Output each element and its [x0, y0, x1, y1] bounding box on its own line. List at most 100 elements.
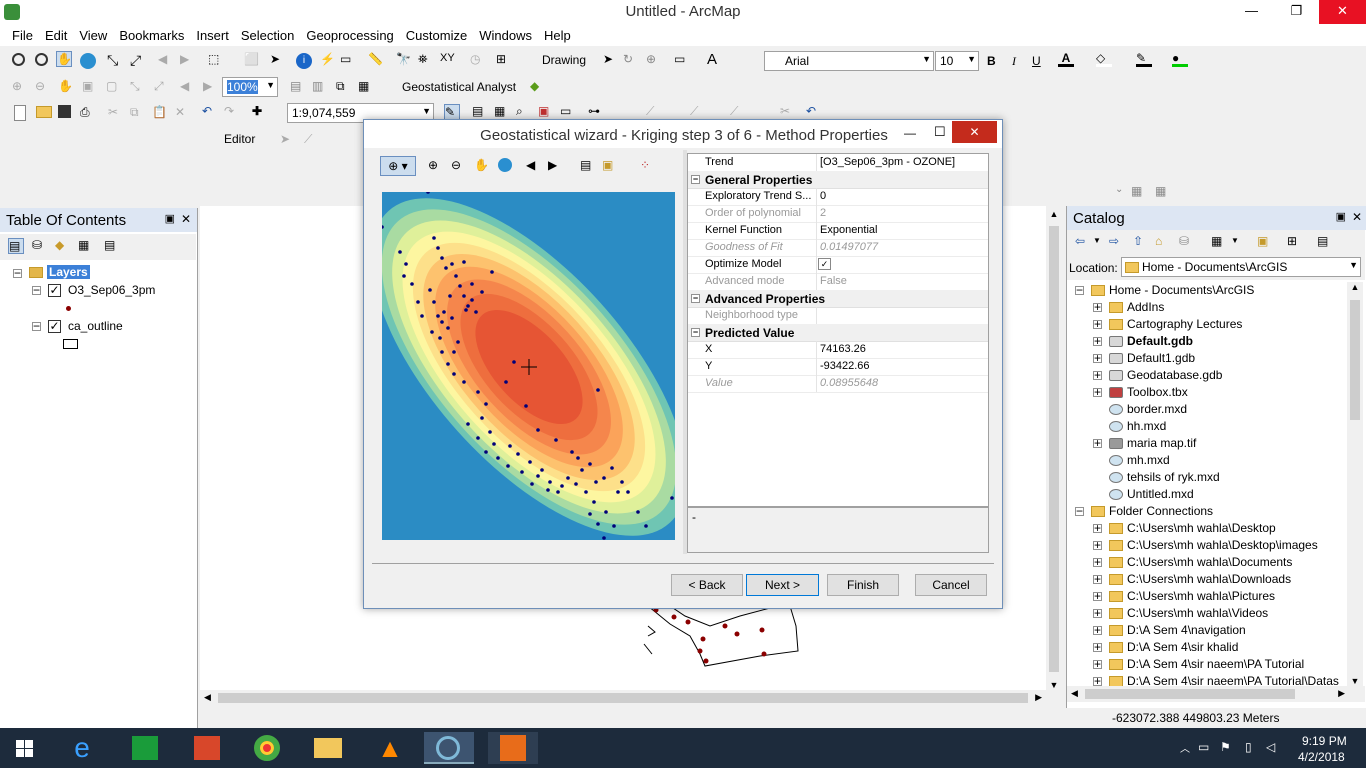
- property-value[interactable]: -93422.66: [820, 360, 870, 372]
- undo-icon[interactable]: ↶: [202, 104, 213, 118]
- layer-collapse-icon[interactable]: −: [32, 283, 41, 297]
- preview-zoom-in-icon[interactable]: ⊕: [428, 158, 439, 172]
- catalog-tree-item[interactable]: Folder Connections: [1109, 504, 1214, 518]
- scroll-right-icon[interactable]: ▶: [1338, 688, 1345, 698]
- catalog-tree-item[interactable]: D:\A Sem 4\sir naeem\PA Tutorial: [1127, 657, 1305, 671]
- select-elements-icon[interactable]: ➤: [270, 52, 281, 66]
- menu-windows[interactable]: Windows: [479, 27, 532, 43]
- goto-xy-icon[interactable]: XY: [440, 52, 455, 64]
- toc-close-icon[interactable]: ✕: [180, 212, 191, 226]
- select-element-icon[interactable]: ➤: [603, 52, 614, 66]
- layer-collapse-icon[interactable]: −: [32, 319, 41, 333]
- scroll-thumb[interactable]: [1085, 689, 1295, 699]
- pdf-icon[interactable]: [488, 732, 538, 764]
- crosshair-tool-icon[interactable]: ⊕ ▾: [380, 156, 416, 176]
- scroll-down-icon[interactable]: ▼: [1049, 680, 1059, 690]
- property-value[interactable]: Exponential: [820, 224, 878, 236]
- category-collapse-icon[interactable]: −: [691, 293, 700, 303]
- layout-zoom-in-icon[interactable]: ⊕: [12, 79, 23, 93]
- toggle-draft-icon[interactable]: ▤: [290, 79, 302, 93]
- category-collapse-icon[interactable]: −: [691, 327, 700, 337]
- clear-selection-icon[interactable]: ⬜: [244, 52, 259, 66]
- editor-toolbar-icon[interactable]: ✎: [444, 104, 460, 120]
- rotate-icon[interactable]: ↻: [623, 52, 634, 66]
- tree-expand-icon[interactable]: +: [1093, 623, 1102, 637]
- explorer-icon[interactable]: [308, 732, 348, 764]
- catalog-tree-item[interactable]: AddIns: [1127, 300, 1165, 314]
- add-data-icon[interactable]: ✚: [252, 104, 263, 118]
- list-by-drawing-order-icon[interactable]: ▤: [8, 238, 24, 254]
- menu-selection[interactable]: Selection: [240, 27, 295, 43]
- layer-checkbox[interactable]: ✓: [48, 283, 61, 297]
- connect-folder-icon[interactable]: ⛁: [1179, 234, 1190, 248]
- tree-expand-icon[interactable]: +: [1093, 640, 1102, 654]
- font-color-icon[interactable]: A: [1058, 51, 1074, 67]
- catalog-tree-item[interactable]: maria map.tif: [1127, 436, 1197, 450]
- toc-options-icon[interactable]: ▤: [104, 238, 116, 252]
- catalog-tree-item[interactable]: C:\Users\mh wahla\Downloads: [1127, 572, 1292, 586]
- measure-icon[interactable]: 📏: [368, 52, 383, 66]
- tree-expand-icon[interactable]: +: [1093, 606, 1102, 620]
- catalog-tree-item[interactable]: D:\A Sem 4\navigation: [1127, 623, 1246, 637]
- tree-icon[interactable]: ⊞: [1287, 234, 1298, 248]
- font-size-combo[interactable]: 10 ▼: [935, 51, 979, 71]
- layer-name[interactable]: O3_Sep06_3pm: [68, 283, 156, 297]
- layout-back-icon[interactable]: ◀: [180, 79, 190, 93]
- layout-fixed-out-icon[interactable]: ⤢: [154, 79, 164, 93]
- split-icon[interactable]: ✂: [780, 104, 791, 118]
- catalog-tree-item[interactable]: C:\Users\mh wahla\Documents: [1127, 555, 1293, 569]
- table-of-contents-icon[interactable]: ▤: [472, 104, 484, 118]
- dialog-minimize-button[interactable]: —: [904, 126, 916, 140]
- catalog-tree-item[interactable]: Untitled.mxd: [1127, 487, 1194, 501]
- tray-expand-icon[interactable]: ︿: [1180, 744, 1190, 755]
- store-icon[interactable]: [124, 732, 164, 764]
- preview-legend-icon[interactable]: ⁘: [640, 158, 651, 172]
- property-row[interactable]: X 74163.26: [688, 341, 988, 359]
- preview-full-extent-icon[interactable]: [498, 158, 512, 172]
- menu-bookmarks[interactable]: Bookmarks: [119, 27, 185, 43]
- search-window-icon[interactable]: ⌕: [516, 104, 523, 118]
- catalog-tree-item[interactable]: Cartography Lectures: [1127, 317, 1243, 331]
- tree-expand-icon[interactable]: +: [1093, 555, 1102, 569]
- minimize-button[interactable]: —: [1245, 3, 1258, 18]
- edit-undo-icon[interactable]: ↶: [806, 104, 817, 118]
- clock-date[interactable]: 4/2/2018: [1298, 750, 1345, 764]
- list-by-selection-icon[interactable]: ▦: [78, 238, 90, 252]
- scroll-down-icon[interactable]: ▼: [1350, 676, 1360, 686]
- zoom-out-icon[interactable]: [35, 53, 48, 66]
- catalog-tree-item[interactable]: D:\A Sem 4\sir naeem\PA Tutorial\Datas: [1127, 674, 1339, 688]
- print-icon[interactable]: ⎙: [80, 105, 90, 119]
- geostatistical-analyst-menu[interactable]: Geostatistical Analyst: [402, 80, 517, 94]
- catalog-tree-item[interactable]: C:\Users\mh wahla\Desktop\images: [1127, 538, 1318, 552]
- catalog-tree-item[interactable]: border.mxd: [1127, 402, 1188, 416]
- rectangle-icon[interactable]: ▭: [674, 52, 686, 66]
- change-layout-icon[interactable]: ⧉: [336, 79, 345, 93]
- views-dropdown-icon[interactable]: ▼: [1231, 236, 1239, 245]
- property-row[interactable]: Y -93422.66: [688, 358, 988, 376]
- layout-pan-icon[interactable]: ✋: [58, 79, 73, 93]
- catalog-pin-icon[interactable]: ▣: [1335, 211, 1346, 223]
- layout-zoom-out-icon[interactable]: ⊖: [35, 79, 46, 93]
- zoom-selected-icon[interactable]: ⊕: [646, 52, 657, 66]
- straight-segment-icon[interactable]: ⟋: [304, 132, 313, 146]
- up-one-level-icon[interactable]: ⇧: [1133, 234, 1144, 248]
- property-category[interactable]: − Advanced Properties: [688, 290, 988, 308]
- layout-forward-icon[interactable]: ▶: [203, 79, 213, 93]
- catalog-tree-item[interactable]: C:\Users\mh wahla\Videos: [1127, 606, 1269, 620]
- edit-vertices-icon[interactable]: ⟋: [646, 104, 655, 118]
- layers-root[interactable]: Layers: [47, 265, 90, 279]
- property-value[interactable]: [O3_Sep06_3pm - OZONE]: [820, 156, 956, 168]
- create-viewer-icon[interactable]: ⊞: [496, 52, 507, 66]
- new-folder-icon[interactable]: ▣: [1257, 234, 1269, 248]
- editor-menu[interactable]: Editor: [224, 132, 256, 146]
- map-horizontal-scrollbar[interactable]: ◀ ▶: [200, 690, 1046, 706]
- back-extent-icon[interactable]: ◀: [158, 52, 168, 66]
- map-scale-combo[interactable]: 1:9,074,559 ▼: [287, 103, 434, 123]
- scroll-right-icon[interactable]: ▶: [1035, 692, 1042, 702]
- options-icon[interactable]: ▤: [1317, 234, 1329, 248]
- property-row[interactable]: Exploratory Trend S... 0: [688, 188, 988, 206]
- scroll-left-icon[interactable]: ◀: [204, 692, 211, 702]
- select-features-icon[interactable]: ⬚: [208, 52, 220, 66]
- bold-button[interactable]: B: [987, 54, 996, 68]
- menu-edit[interactable]: Edit: [44, 27, 68, 43]
